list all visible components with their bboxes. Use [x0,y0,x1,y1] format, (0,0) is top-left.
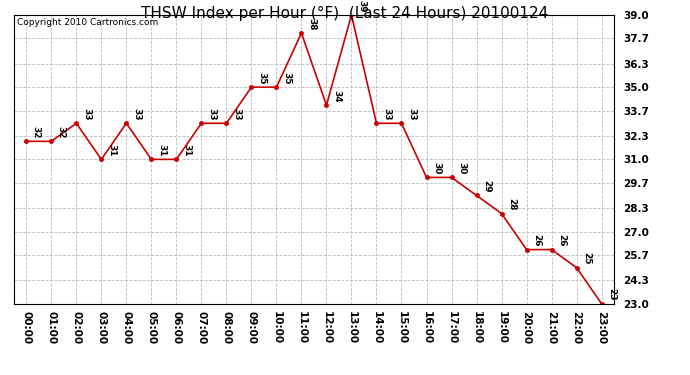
Text: 31: 31 [107,144,116,157]
Text: 30: 30 [457,162,466,175]
Text: 34: 34 [332,90,341,102]
Text: 30: 30 [432,162,441,175]
Text: 31: 31 [157,144,166,157]
Text: 33: 33 [382,108,391,120]
Text: 33: 33 [207,108,216,120]
Text: THSW Index per Hour (°F)  (Last 24 Hours) 20100124: THSW Index per Hour (°F) (Last 24 Hours)… [141,6,549,21]
Text: 33: 33 [407,108,416,120]
Text: 35: 35 [257,72,266,84]
Text: 33: 33 [232,108,241,120]
Text: 33: 33 [132,108,141,120]
Text: 38: 38 [307,18,316,30]
Text: 26: 26 [557,234,566,247]
Text: 31: 31 [182,144,191,157]
Text: 33: 33 [82,108,91,120]
Text: 28: 28 [507,198,516,211]
Text: 32: 32 [57,126,66,138]
Text: 39: 39 [357,0,366,12]
Text: 25: 25 [582,252,591,265]
Text: 29: 29 [482,180,491,193]
Text: 23: 23 [607,288,616,301]
Text: 26: 26 [532,234,541,247]
Text: 32: 32 [32,126,41,138]
Text: Copyright 2010 Cartronics.com: Copyright 2010 Cartronics.com [17,18,158,27]
Text: 35: 35 [282,72,291,84]
